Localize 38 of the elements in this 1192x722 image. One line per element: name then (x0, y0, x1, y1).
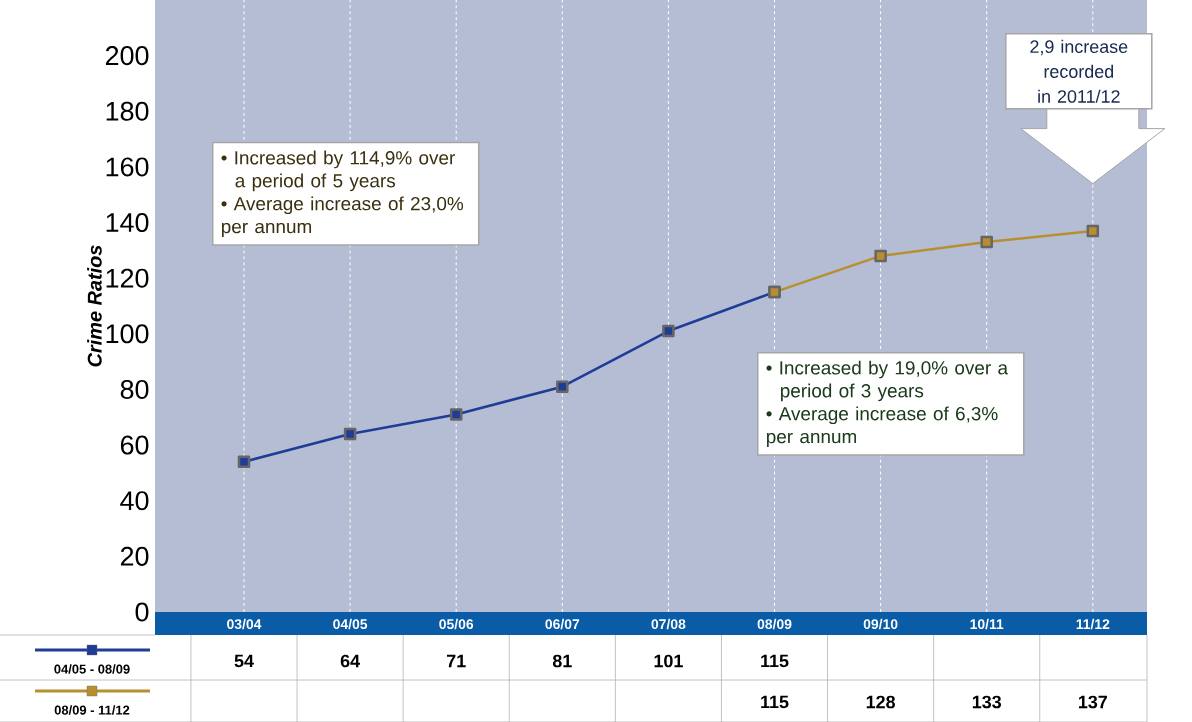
x-tick-label: 10/11 (970, 618, 1004, 630)
x-tick-label: 03/04 (227, 618, 262, 630)
annotation: • Increased by 114,9% over a period of 5 years (221, 150, 455, 192)
y-tick-label: 20 (120, 546, 149, 566)
annotation: • Average increase of 23,0% per annum (221, 196, 464, 237)
x-tick-label: 04/05 (333, 618, 368, 630)
x-tick-label: 05/06 (439, 618, 474, 630)
y-tick-label: 60 (120, 435, 149, 455)
annotation: • Increased by 19,0% over a period of 3 years (766, 360, 1009, 402)
y-axis-title: Crime Ratios (87, 245, 102, 367)
x-tick-label: 11/12 (1076, 618, 1110, 630)
x-tick-label: 06/07 (545, 618, 580, 630)
y-tick-label: 100 (106, 324, 149, 344)
data-label: 115 (761, 695, 789, 709)
x-tick-label: 07/08 (651, 618, 686, 630)
y-tick-label: 140 (106, 213, 149, 233)
data-label: 101 (654, 654, 683, 668)
y-tick-label: 120 (106, 268, 149, 288)
data-label: 128 (866, 695, 896, 709)
y-tick-label: 160 (106, 157, 149, 177)
data-label: 137 (1078, 695, 1107, 709)
annotation: 2,9 increase recorded in 2011/12 (1030, 39, 1128, 103)
x-tick-label: 09/10 (863, 618, 898, 630)
legend-label: 08/09 - 11/12 (54, 705, 130, 715)
y-tick-label: 0 (135, 602, 149, 622)
y-tick-label: 40 (120, 491, 149, 511)
data-label: 115 (761, 654, 789, 668)
y-tick-label: 80 (120, 379, 149, 399)
data-label: 54 (234, 654, 254, 668)
data-label: 64 (340, 654, 360, 668)
data-label: 133 (972, 695, 1002, 709)
x-tick-label: 08/09 (757, 618, 792, 630)
legend-label: 04/05 - 08/09 (54, 664, 130, 674)
y-tick-label: 180 (106, 101, 149, 121)
data-label: 71 (446, 654, 466, 668)
data-label: 81 (552, 654, 572, 668)
annotation: • Average increase of 6,3% per annum (766, 406, 998, 448)
y-tick-label: 200 (105, 46, 149, 66)
